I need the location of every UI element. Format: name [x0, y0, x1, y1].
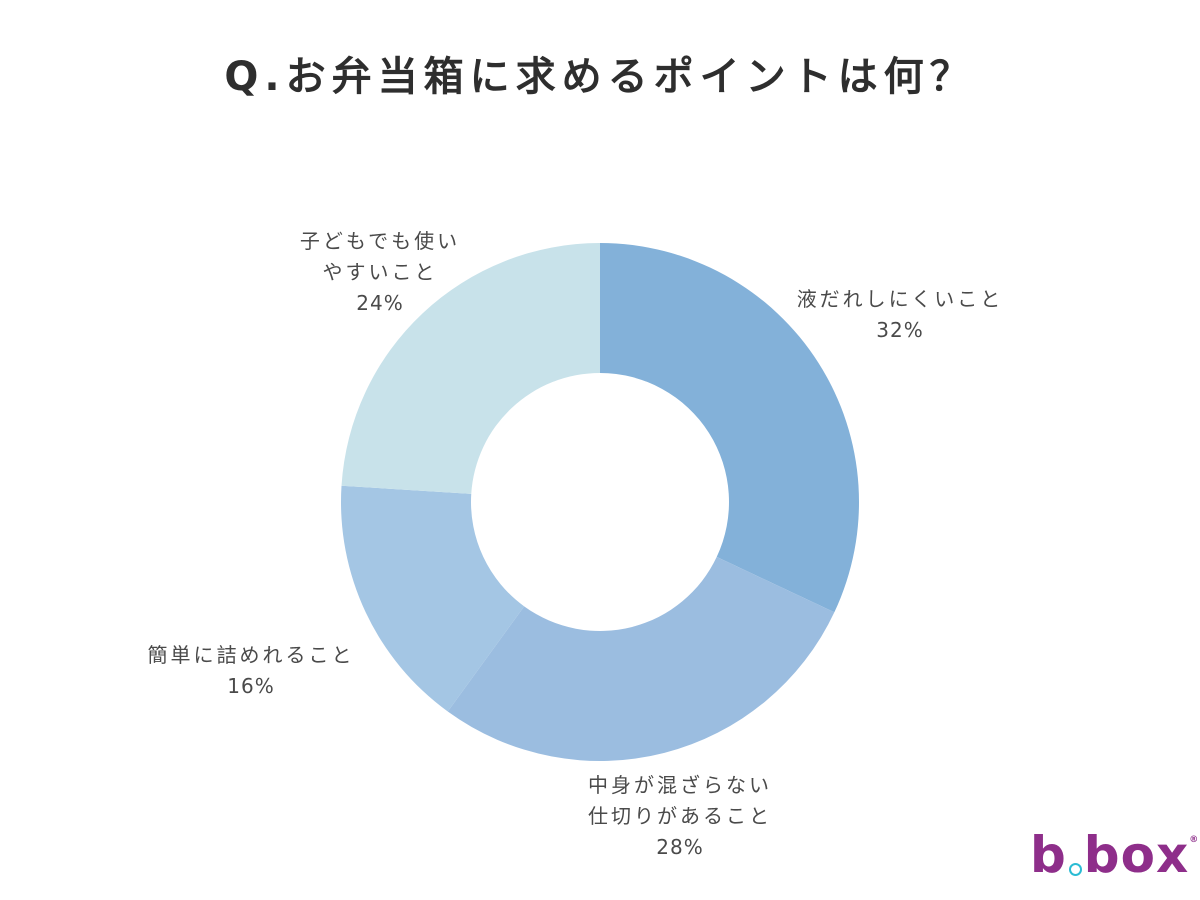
label-percent: 28% — [656, 835, 704, 859]
chart-title: Q.お弁当箱に求めるポイントは何？ — [224, 54, 976, 100]
label-easy-pack: 簡単に詰めれること 16% — [126, 640, 376, 702]
bbox-logo: b box® — [1030, 826, 1199, 884]
label-percent: 16% — [227, 674, 275, 698]
label-text: 仕切りがあること — [588, 804, 772, 828]
label-leak-proof: 液だれしにくいこと 32% — [780, 284, 1020, 346]
slice-kid-friendly — [341, 243, 600, 494]
slice-easy-pack — [341, 485, 525, 712]
label-percent: 24% — [356, 291, 404, 315]
label-text: 簡単に詰めれること — [147, 643, 355, 667]
logo-dot-icon — [1068, 863, 1082, 876]
logo-text: b — [1030, 826, 1067, 884]
label-text: やすいこと — [322, 260, 438, 284]
label-text: 中身が混ざらない — [588, 773, 772, 797]
registered-icon: ® — [1189, 835, 1200, 845]
label-percent: 32% — [876, 318, 924, 342]
slice-leak-proof — [600, 243, 859, 613]
label-kid-friendly: 子どもでも使い やすいこと 24% — [280, 226, 480, 319]
label-text: 子どもでも使い — [299, 229, 461, 253]
label-text: 液だれしにくいこと — [796, 287, 1004, 311]
slice-divider — [447, 556, 835, 761]
logo-text: box — [1083, 826, 1190, 884]
label-divider: 中身が混ざらない 仕切りがあること 28% — [560, 770, 800, 863]
